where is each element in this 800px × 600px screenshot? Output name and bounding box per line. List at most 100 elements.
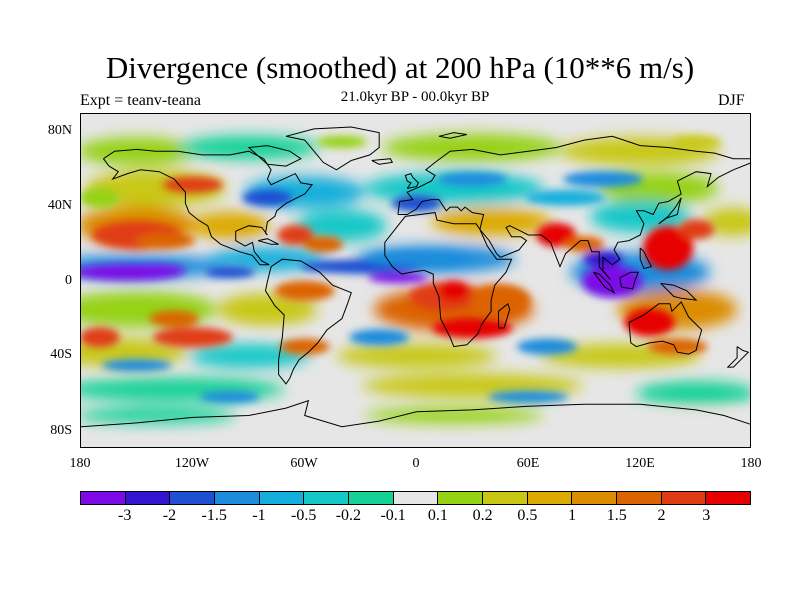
field-blob [624, 308, 675, 337]
lon-tick-label: 0 [412, 456, 420, 471]
colorbar-swatch [572, 492, 618, 504]
lat-tick-label: 80S [50, 423, 72, 438]
field-blob [205, 266, 256, 279]
coast-japan [658, 197, 682, 225]
field-blob [152, 327, 233, 348]
field-blob [431, 207, 552, 236]
coast-iceland [371, 158, 394, 165]
field-blob [81, 407, 236, 424]
field-blob [562, 171, 643, 188]
coast-borneo [619, 271, 640, 290]
coast-baffin [247, 145, 302, 167]
coastlines [81, 126, 750, 428]
colorbar-swatch [483, 492, 528, 504]
field-blob [646, 413, 747, 430]
field-blob [366, 252, 467, 267]
field-blob [382, 133, 563, 162]
field-blob [217, 293, 318, 326]
colorbar-label: -2 [162, 507, 177, 524]
field-blob [438, 280, 469, 301]
field-blob [316, 135, 367, 148]
coast-greenland [285, 126, 380, 171]
divergence-field [81, 133, 750, 430]
colorbar-label: 0.2 [472, 507, 493, 524]
field-blob [277, 225, 314, 245]
colorbar-label: -1 [252, 507, 266, 524]
lat-tick-label: 40S [50, 347, 72, 362]
field-blob [636, 381, 750, 406]
coast-madagascar [498, 302, 511, 329]
colorbar-label: 0.5 [517, 507, 538, 524]
field-blob [367, 272, 428, 283]
lon-tick-label: 120W [174, 456, 210, 471]
field-blob [703, 207, 750, 236]
field-blob [564, 236, 605, 253]
field-blob [81, 137, 197, 166]
colorbar-label: 2 [657, 507, 666, 524]
colorbar-swatch [215, 492, 260, 504]
field-blob [134, 232, 195, 249]
field-blob [470, 284, 531, 317]
lat-tick-label: 0 [65, 273, 72, 288]
colorbar-swatch [259, 492, 305, 504]
colorbar-swatch [617, 492, 662, 504]
field-blob [391, 195, 442, 212]
coast-uk [404, 172, 420, 189]
experiment-label: Expt = teanv-teana [80, 92, 201, 109]
colorbar-swatch [438, 492, 484, 504]
colorbar-swatch [706, 492, 751, 504]
colorbar-label: 1.5 [606, 507, 627, 524]
field-blob [671, 135, 722, 148]
period-label: 21.0kyr BP - 00.0kyr BP [340, 89, 490, 105]
field-blob [149, 310, 200, 327]
lon-tick-label: 120E [625, 456, 655, 471]
field-blob [349, 329, 410, 346]
field-blob [432, 318, 513, 338]
lon-tick-label: 60W [290, 456, 318, 471]
lon-tick-label: 180 [740, 456, 762, 471]
field-blob [125, 264, 186, 277]
field-blob [525, 189, 606, 206]
field-blob [488, 390, 569, 403]
lat-tick-label: 40N [47, 198, 72, 213]
plot-title: Divergence (smoothed) at 200 hPa (10**6 … [105, 50, 695, 85]
season-label: DJF [718, 92, 745, 109]
coast-eurasia [397, 135, 750, 280]
field-blob [190, 211, 271, 240]
coast-cuba [257, 238, 279, 245]
field-blob [643, 226, 694, 270]
colorbar-label: 1 [568, 507, 577, 524]
coast-south-america [264, 258, 352, 385]
colorbar-label: 3 [702, 507, 711, 524]
colorbar-label: 0.1 [427, 507, 448, 524]
colorbar-swatch [527, 492, 573, 504]
field-blob [296, 209, 387, 242]
colorbar-label: -0.5 [290, 507, 317, 524]
colorbar-swatch [170, 492, 216, 504]
colorbar-swatch [393, 492, 439, 504]
lon-tick-label: 180 [69, 456, 91, 471]
field-blob [101, 359, 172, 372]
field-blob [279, 338, 330, 355]
map-canvas [81, 126, 750, 430]
divergence-map [80, 113, 751, 448]
colorbar-swatch [349, 492, 394, 504]
coast-australia [628, 301, 703, 355]
colorbar-swatch [661, 492, 707, 504]
colorbar-swatch [125, 492, 171, 504]
coast-africa [384, 212, 513, 348]
lon-tick-label: 60E [516, 456, 540, 471]
field-blob [678, 219, 715, 240]
coast-antarctica [81, 399, 750, 428]
field-blob [437, 172, 508, 187]
field-blob [274, 280, 335, 301]
colorbar-label: -1.5 [201, 507, 227, 524]
field-blob [81, 327, 120, 348]
coast-new-guinea [660, 282, 698, 301]
colorbar-label: -3 [118, 507, 132, 524]
colorbar-label: -0.2 [335, 507, 362, 524]
field-blob [81, 187, 120, 208]
field-blob [336, 343, 497, 368]
lat-tick-label: 80N [47, 123, 72, 138]
coast-philippines [639, 247, 653, 270]
